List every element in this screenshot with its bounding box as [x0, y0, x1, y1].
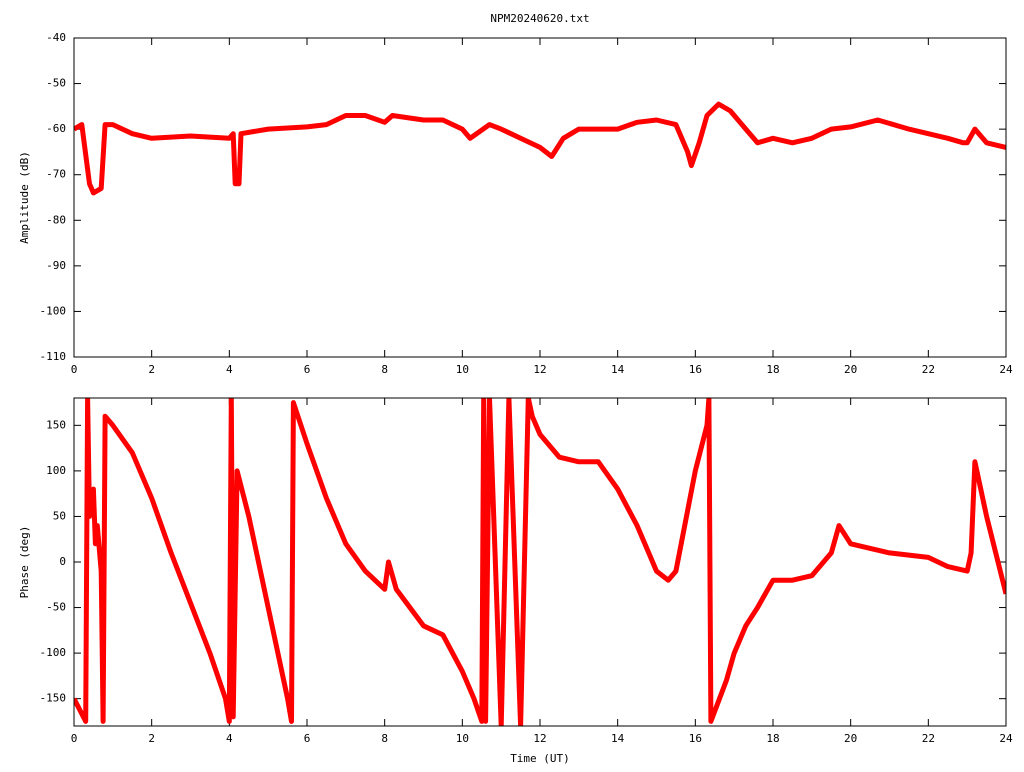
y-tick-label: 50: [53, 509, 66, 522]
x-tick-label: 6: [304, 732, 311, 745]
y-tick-label: -70: [46, 168, 66, 181]
x-tick-label: 4: [226, 732, 233, 745]
x-tick-label: 0: [71, 363, 78, 376]
x-tick-label: 12: [533, 732, 546, 745]
plot-frame: [73, 37, 1007, 358]
y-tick-label: -40: [46, 31, 66, 44]
x-tick-label: 18: [766, 363, 779, 376]
x-axis-label: Time (UT): [510, 752, 570, 765]
x-tick-label: 22: [922, 363, 935, 376]
y-tick-label: -100: [40, 304, 67, 317]
y-tick-label: 150: [46, 418, 66, 431]
y-tick-label: -100: [40, 646, 67, 659]
x-tick-label: 16: [689, 732, 702, 745]
x-tick-label: 24: [999, 732, 1013, 745]
x-tick-label: 6: [304, 363, 311, 376]
data-line: [74, 101, 1006, 196]
y-tick-label: -80: [46, 213, 66, 226]
x-tick-label: 12: [533, 363, 546, 376]
x-tick-label: 20: [844, 363, 857, 376]
y-tick-label: -50: [46, 77, 66, 90]
x-tick-label: 10: [456, 732, 469, 745]
y-tick-label: 100: [46, 464, 66, 477]
x-tick-label: 16: [689, 363, 702, 376]
y-tick-label: -60: [46, 122, 66, 135]
x-tick-label: 14: [611, 732, 625, 745]
x-tick-label: 4: [226, 363, 233, 376]
x-tick-label: 10: [456, 363, 469, 376]
x-tick-label: 24: [999, 363, 1013, 376]
y-tick-label: -50: [46, 601, 66, 614]
x-tick-label: 14: [611, 363, 625, 376]
chart-title: NPM20240620.txt: [490, 12, 589, 25]
y-tick-label: -110: [40, 350, 67, 363]
x-tick-label: 2: [148, 363, 155, 376]
x-tick-label: 20: [844, 732, 857, 745]
plot-frame: [73, 397, 1007, 727]
x-tick-label: 8: [381, 363, 388, 376]
x-tick-label: 2: [148, 732, 155, 745]
data-line: [74, 398, 1006, 726]
y-axis-label: Phase (deg): [18, 526, 31, 599]
x-tick-label: 0: [71, 732, 78, 745]
y-axis-label: Amplitude (dB): [18, 151, 31, 244]
y-tick-label: -90: [46, 259, 66, 272]
x-tick-label: 22: [922, 732, 935, 745]
y-tick-label: -150: [40, 692, 67, 705]
x-tick-label: 8: [381, 732, 388, 745]
x-tick-label: 18: [766, 732, 779, 745]
y-tick-label: 0: [59, 555, 66, 568]
